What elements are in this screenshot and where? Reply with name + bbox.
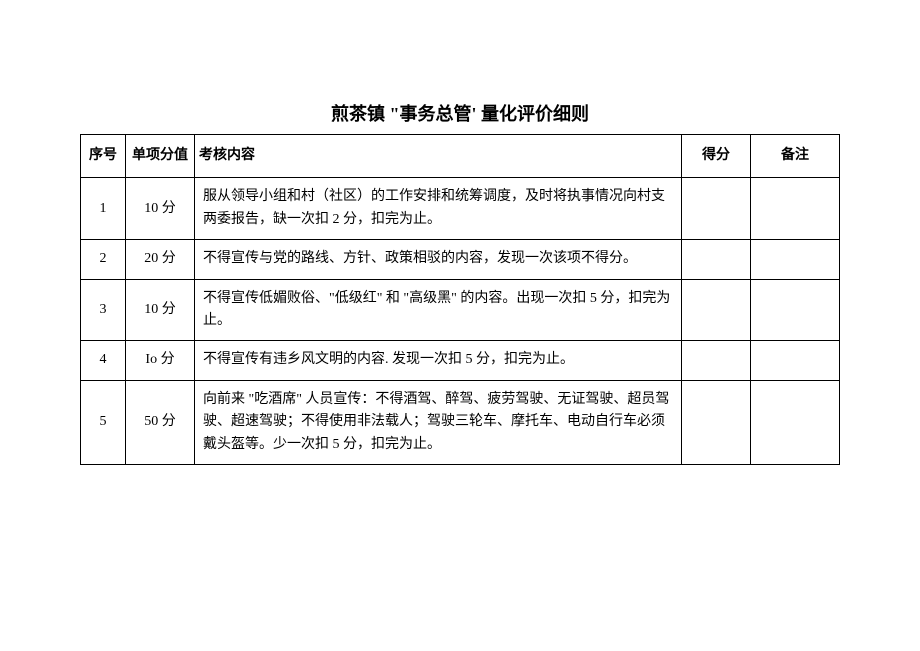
cell-score: 10 分: [126, 279, 195, 341]
cell-note: [751, 240, 840, 279]
cell-score: 50 分: [126, 380, 195, 464]
cell-seq: 5: [81, 380, 126, 464]
document-page: 煎茶镇 "事务总管' 量化评价细则 序号 单项分值 考核内容 得分 备注 1 1…: [0, 0, 920, 465]
cell-score: Io 分: [126, 341, 195, 380]
cell-points: [682, 240, 751, 279]
header-points: 得分: [682, 135, 751, 178]
cell-points: [682, 279, 751, 341]
table-header-row: 序号 单项分值 考核内容 得分 备注: [81, 135, 840, 178]
document-title: 煎茶镇 "事务总管' 量化评价细则: [80, 100, 840, 126]
cell-points: [682, 380, 751, 464]
cell-content: 服从领导小组和村（社区）的工作安排和统筹调度，及时将执事情况向村支两委报告，缺一…: [195, 178, 682, 240]
cell-seq: 3: [81, 279, 126, 341]
header-seq: 序号: [81, 135, 126, 178]
cell-content: 不得宣传有违乡风文明的内容. 发现一次扣 5 分，扣完为止。: [195, 341, 682, 380]
cell-content: 不得宣传低媚败俗、"低级红" 和 "高级黑" 的内容。出现一次扣 5 分，扣完为…: [195, 279, 682, 341]
header-content: 考核内容: [195, 135, 682, 178]
cell-points: [682, 178, 751, 240]
header-single-score: 单项分值: [126, 135, 195, 178]
table-row: 3 10 分 不得宣传低媚败俗、"低级红" 和 "高级黑" 的内容。出现一次扣 …: [81, 279, 840, 341]
cell-note: [751, 178, 840, 240]
cell-note: [751, 341, 840, 380]
cell-score: 20 分: [126, 240, 195, 279]
table-row: 4 Io 分 不得宣传有违乡风文明的内容. 发现一次扣 5 分，扣完为止。: [81, 341, 840, 380]
cell-note: [751, 380, 840, 464]
table-row: 2 20 分 不得宣传与党的路线、方针、政策相驳的内容，发现一次该项不得分。: [81, 240, 840, 279]
cell-note: [751, 279, 840, 341]
cell-content: 不得宣传与党的路线、方针、政策相驳的内容，发现一次该项不得分。: [195, 240, 682, 279]
cell-seq: 1: [81, 178, 126, 240]
cell-content: 向前来 "吃酒席" 人员宣传：不得酒驾、醉驾、疲劳驾驶、无证驾驶、超员驾驶、超速…: [195, 380, 682, 464]
cell-points: [682, 341, 751, 380]
cell-seq: 4: [81, 341, 126, 380]
cell-seq: 2: [81, 240, 126, 279]
header-note: 备注: [751, 135, 840, 178]
table-row: 1 10 分 服从领导小组和村（社区）的工作安排和统筹调度，及时将执事情况向村支…: [81, 178, 840, 240]
cell-score: 10 分: [126, 178, 195, 240]
evaluation-table: 序号 单项分值 考核内容 得分 备注 1 10 分 服从领导小组和村（社区）的工…: [80, 134, 840, 465]
table-row: 5 50 分 向前来 "吃酒席" 人员宣传：不得酒驾、醉驾、疲劳驾驶、无证驾驶、…: [81, 380, 840, 464]
